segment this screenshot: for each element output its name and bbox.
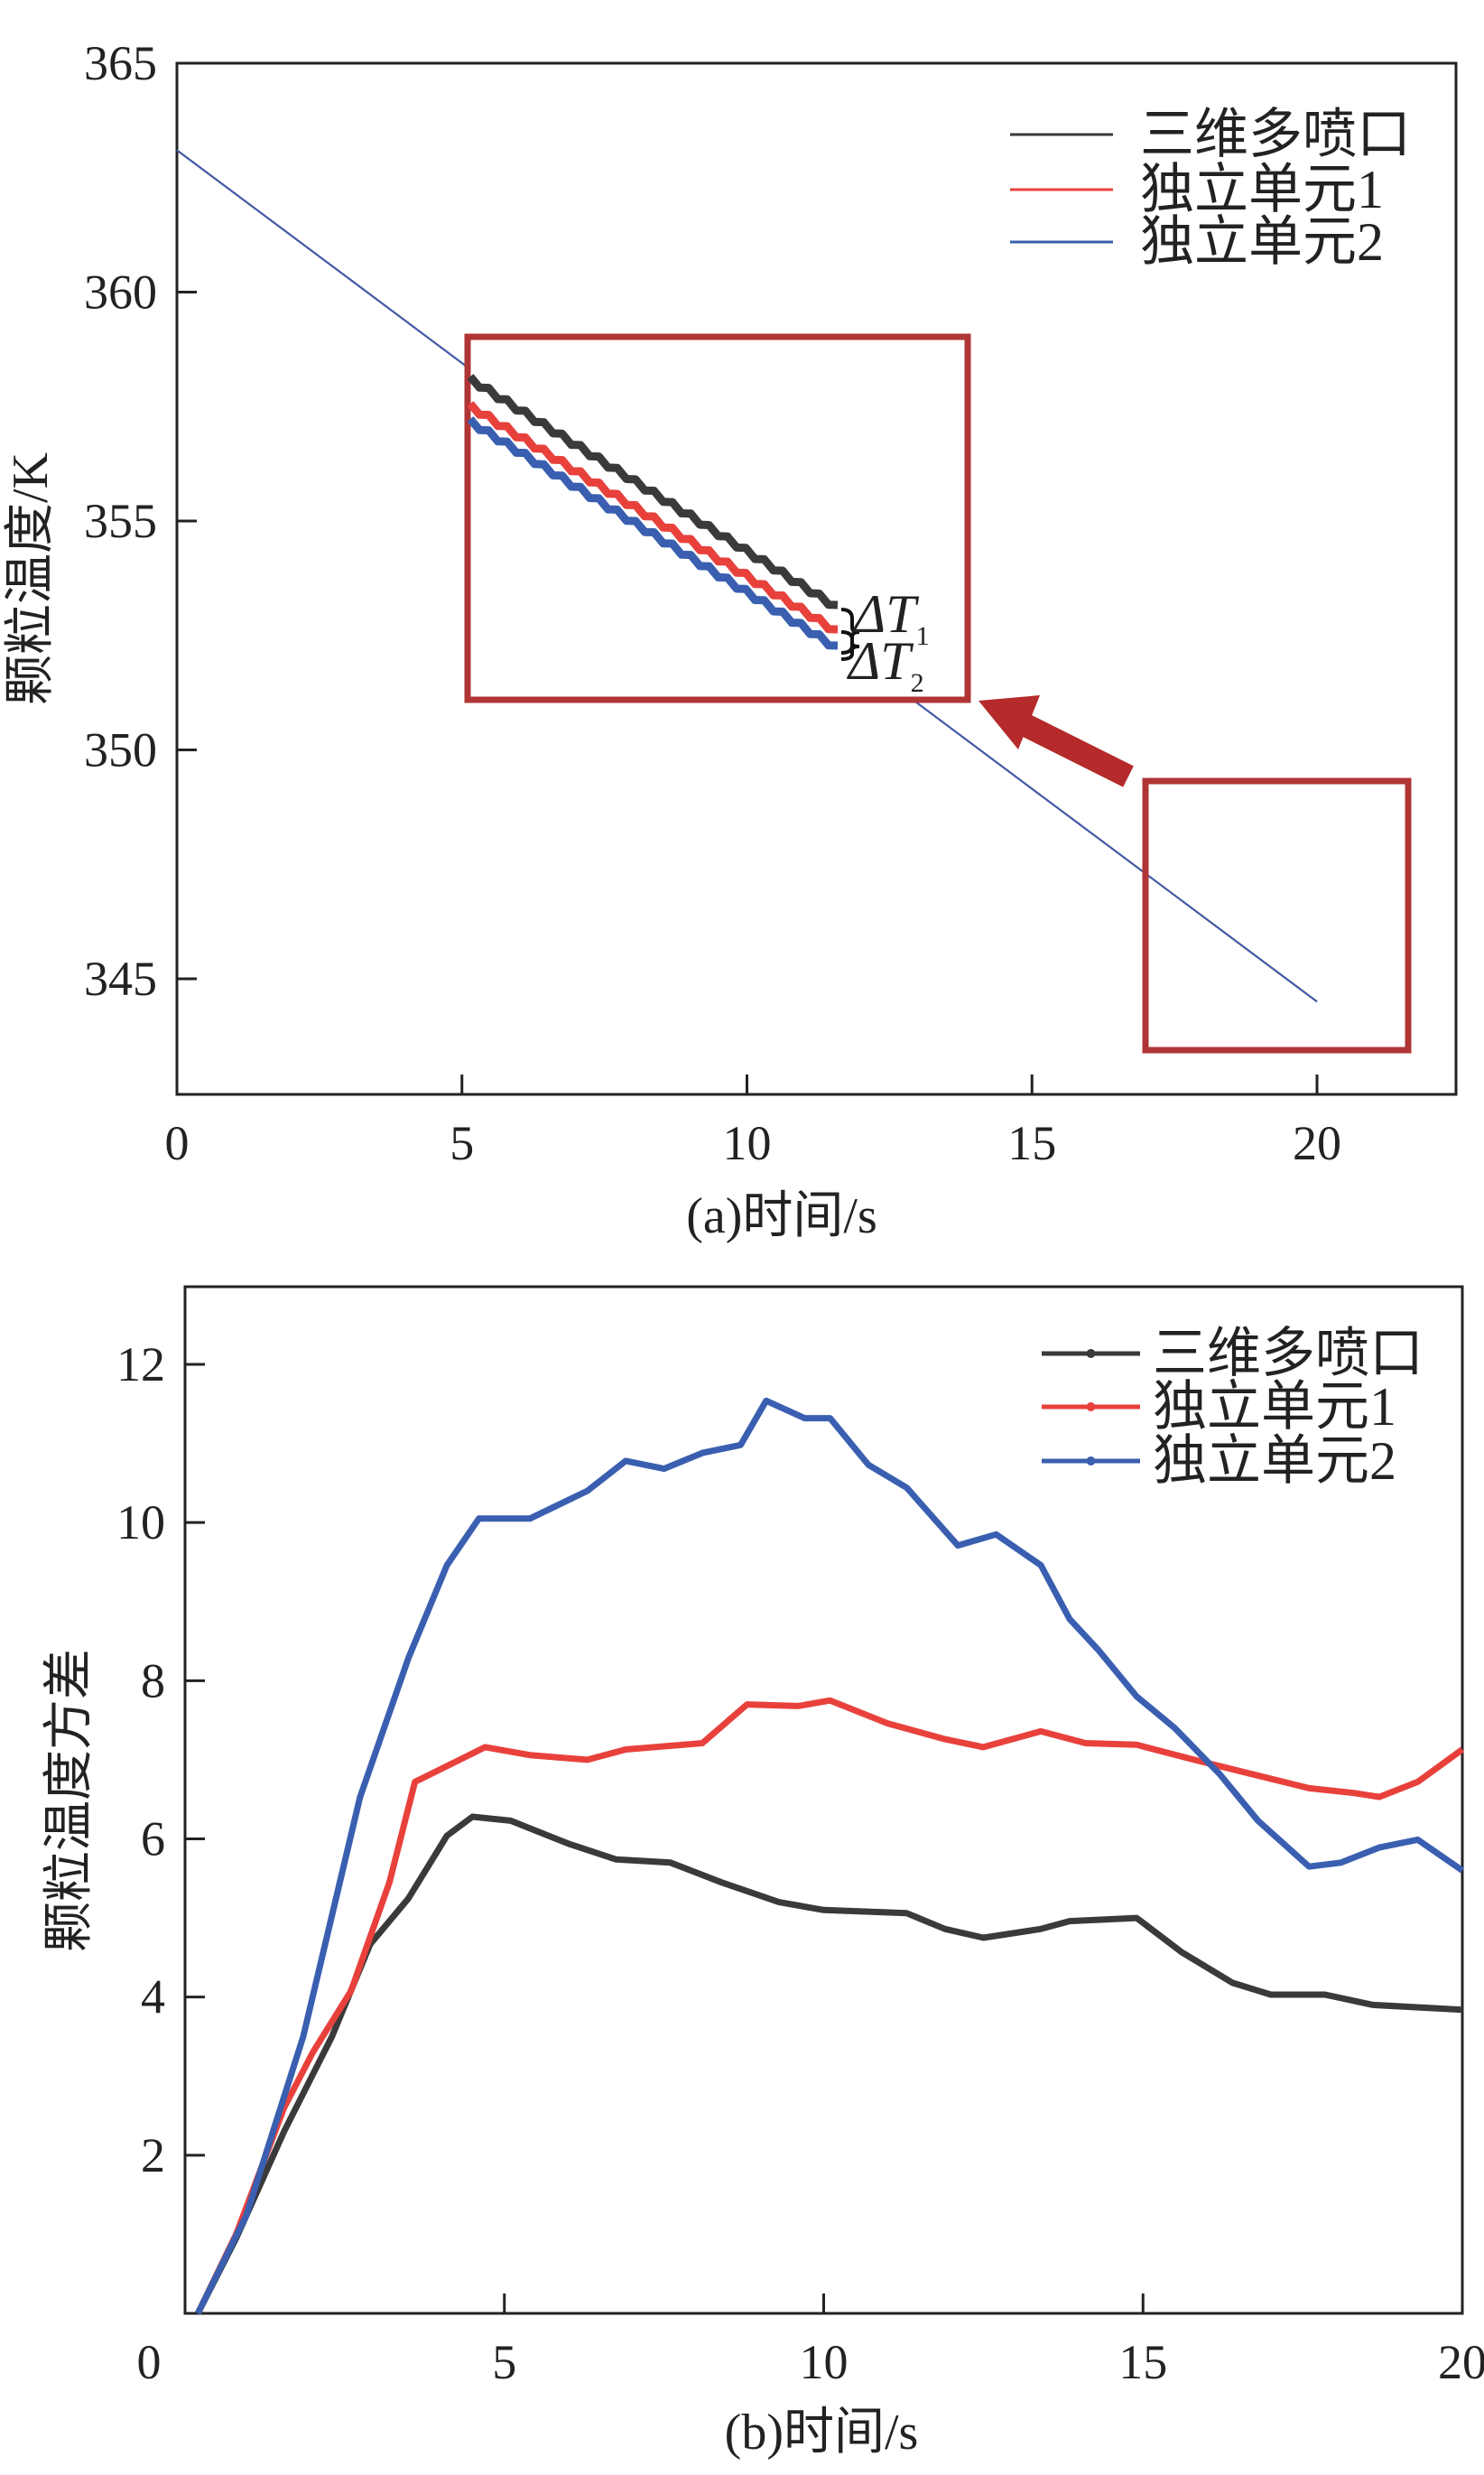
arrow-icon (979, 695, 1134, 787)
x-tick-label: 10 (723, 1116, 772, 1170)
series-line-2 (195, 1697, 1465, 2315)
y-tick-label: 365 (84, 36, 157, 90)
legend-item: 独立单元2 (1042, 1431, 1396, 1491)
legend-label: 独立单元2 (1140, 212, 1384, 272)
y-tick-label: 2 (141, 2128, 165, 2182)
y-tick-label: 355 (84, 494, 157, 548)
legend-marker (1086, 1402, 1096, 1411)
x-tick-label: 15 (1118, 2335, 1167, 2389)
legend-marker (1086, 1349, 1096, 1358)
legend-label: 独立单元2 (1153, 1431, 1396, 1491)
delta-t2-label: ΔT2 (847, 631, 924, 698)
y-tick-label: 4 (141, 1970, 165, 2024)
inset-box (464, 333, 971, 703)
x-axis-label: (b)时间/s (725, 2405, 919, 2461)
series-line-3 (195, 1397, 1464, 2315)
y-axis-label: 颗粒温度/K (3, 452, 59, 705)
y-tick-label: 345 (84, 952, 157, 1006)
legend-label: 三维多喷口 (1153, 1324, 1424, 1383)
legend-label: 三维多喷口 (1140, 105, 1411, 164)
legend-label: 独立单元1 (1140, 160, 1384, 219)
series-line-1 (195, 1813, 1463, 2315)
y-axis-label: 颗粒温度方差 (42, 1649, 97, 1952)
x-tick-label: 5 (450, 1116, 474, 1170)
x-tick-label: 0 (165, 1116, 190, 1170)
legend-marker (1086, 1456, 1096, 1465)
legend-item: 三维多喷口 (1010, 105, 1411, 164)
inset-series-line-3 (467, 416, 839, 650)
y-tick-label: 8 (141, 1653, 165, 1707)
legend-item: 独立单元1 (1010, 160, 1384, 219)
legend-item: 独立单元1 (1042, 1377, 1396, 1437)
x-tick-label: 5 (492, 2335, 516, 2389)
x-tick-label: 10 (800, 2335, 849, 2389)
y-tick-label: 360 (84, 265, 157, 320)
inset-series-line-1 (467, 374, 839, 609)
inset-series-line-2 (467, 401, 839, 634)
x-tick-label: 0 (137, 2335, 162, 2389)
zoom-inset: ΔT1 ΔT2 (464, 333, 971, 703)
legend-item: 独立单元2 (1010, 212, 1384, 272)
source-region-box (1142, 777, 1412, 1054)
x-axis-label: (a)时间/s (686, 1188, 877, 1244)
y-tick-label: 6 (141, 1812, 165, 1866)
delta-t1-label: ΔT1 (852, 584, 930, 651)
brace-delta-t2 (840, 630, 860, 661)
x-tick-label: 20 (1438, 2335, 1484, 2389)
chart-a-frame (175, 61, 1458, 1096)
legend-label: 独立单元1 (1153, 1377, 1396, 1437)
y-tick-label: 350 (84, 723, 157, 777)
x-tick-label: 15 (1007, 1116, 1056, 1170)
y-tick-label: 12 (116, 1337, 165, 1391)
x-tick-label: 20 (1293, 1116, 1341, 1170)
legend-item: 三维多喷口 (1042, 1324, 1424, 1383)
y-tick-label: 10 (116, 1495, 165, 1549)
